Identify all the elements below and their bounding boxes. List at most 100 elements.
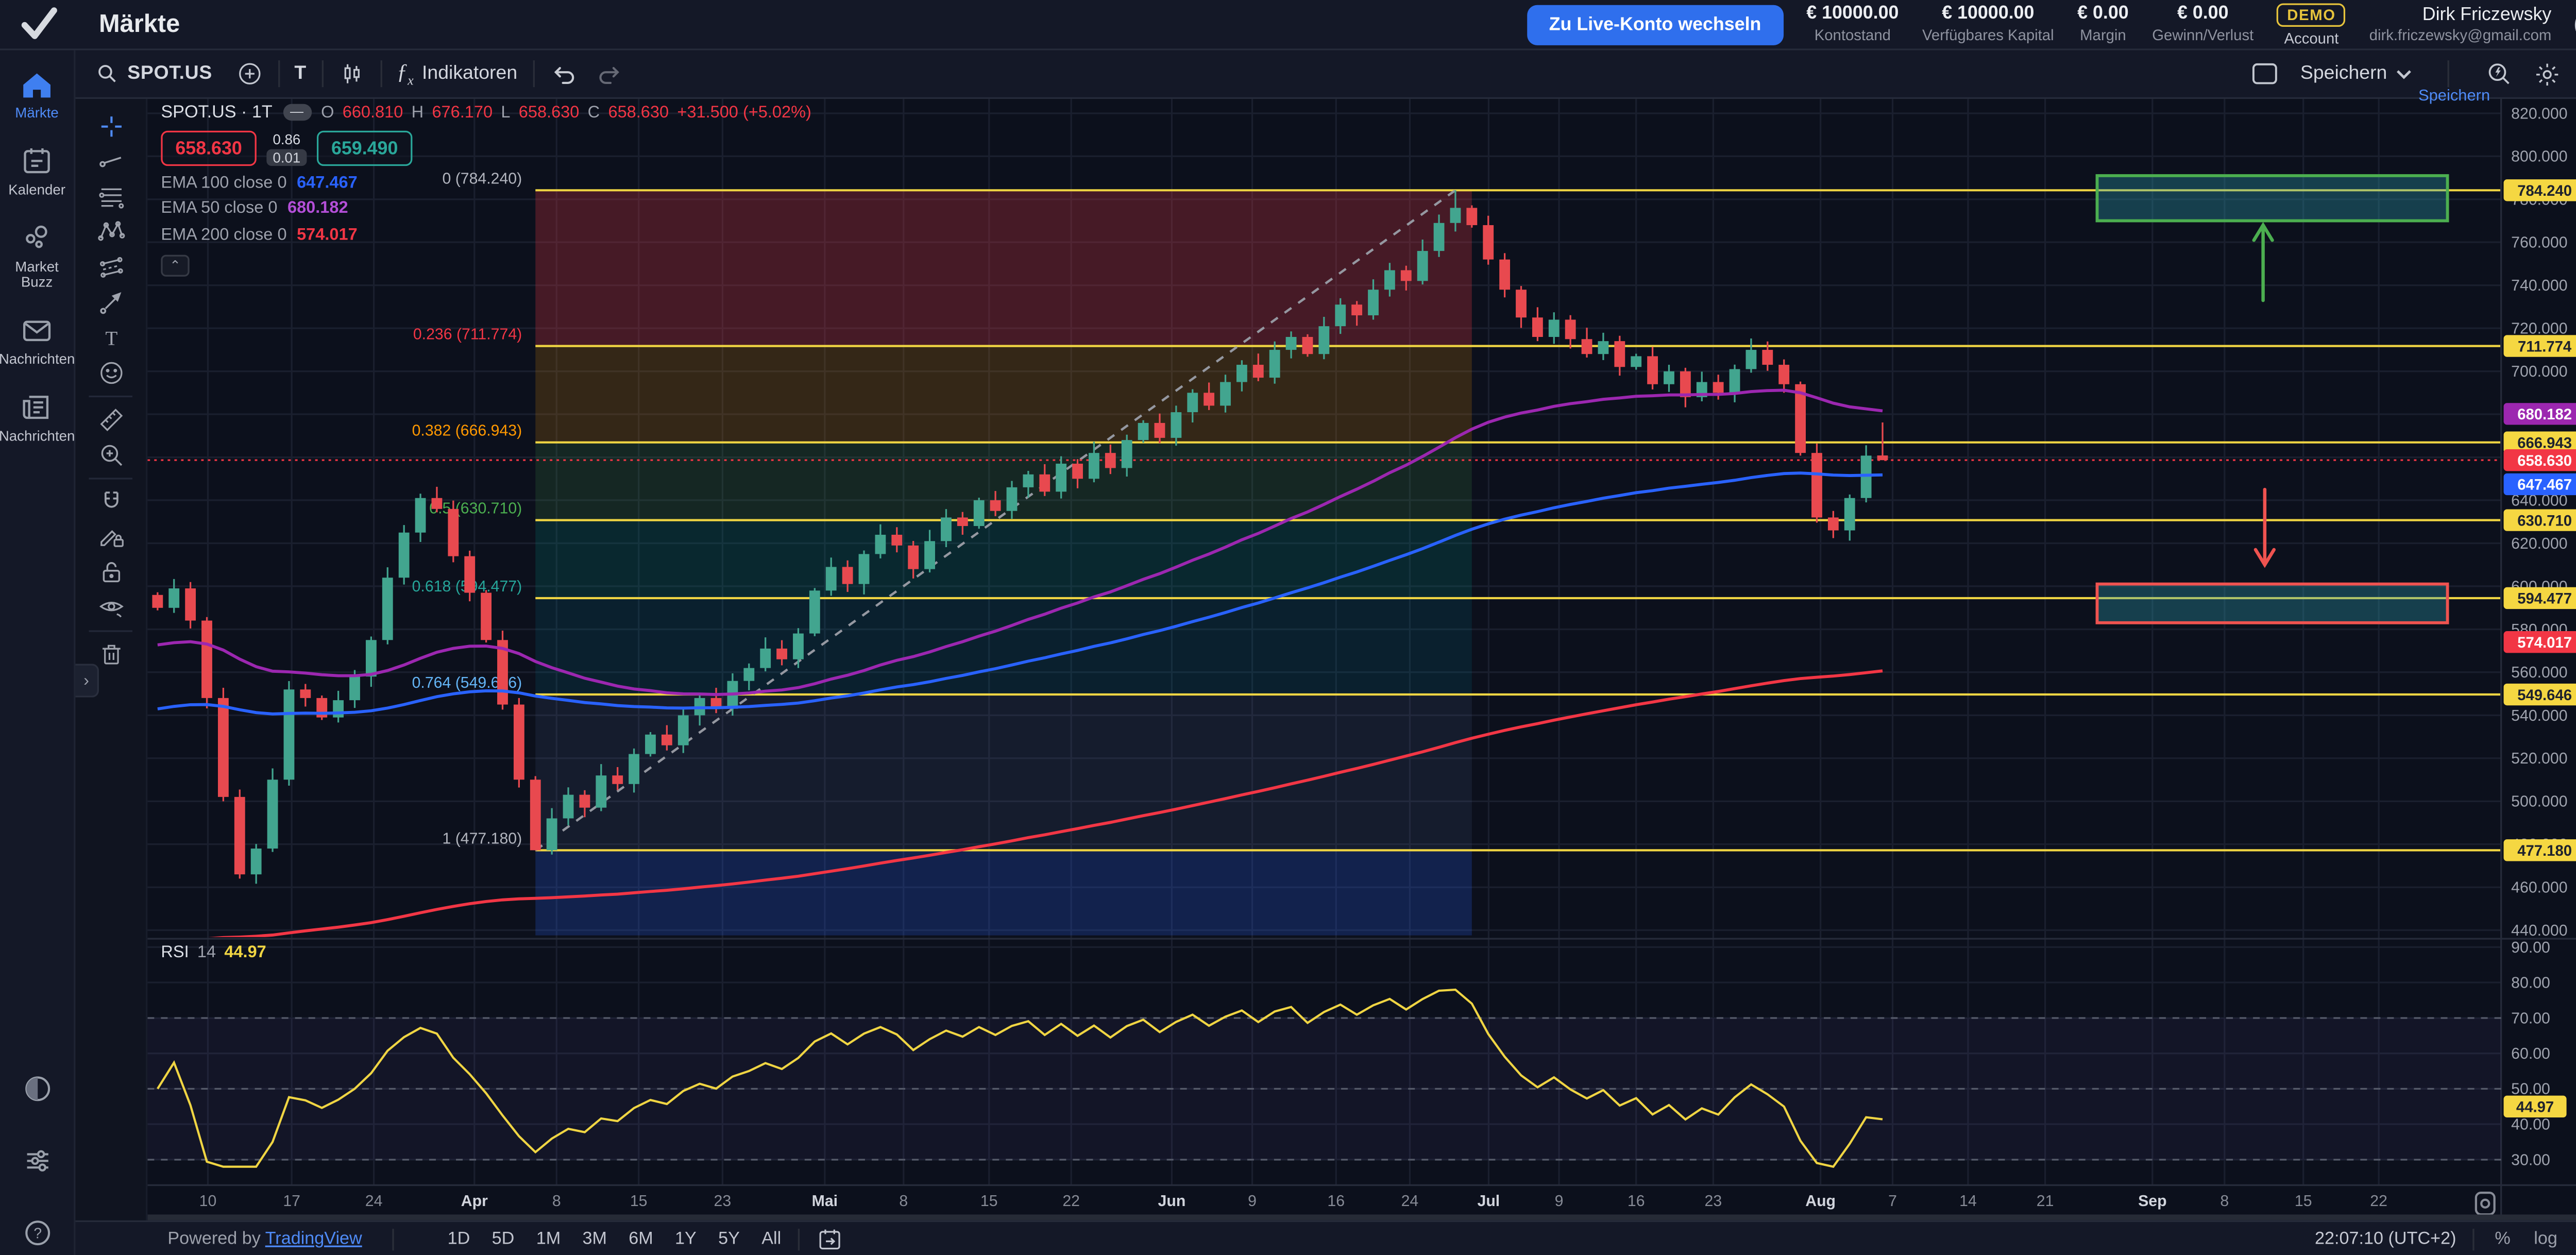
svg-text:24: 24 bbox=[1401, 1193, 1419, 1210]
eye-icon bbox=[98, 602, 123, 618]
sidebar-collapse-button[interactable]: › bbox=[75, 664, 99, 698]
svg-text:T: T bbox=[105, 327, 117, 349]
range-1y[interactable]: 1Y bbox=[675, 1229, 697, 1249]
tool-arrow-marker[interactable] bbox=[87, 285, 134, 320]
svg-text:784.240: 784.240 bbox=[2517, 182, 2572, 199]
range-buttons: 1D 5D 1M 3M 6M 1Y 5Y All bbox=[448, 1229, 782, 1249]
tradingview-link[interactable]: TradingView bbox=[265, 1229, 362, 1249]
tool-magnet[interactable] bbox=[87, 484, 134, 519]
nav-item-market-buzz[interactable]: Market Buzz bbox=[0, 221, 75, 292]
trash-icon bbox=[101, 645, 120, 665]
chart-type-button[interactable] bbox=[338, 60, 365, 87]
settings-sliders-icon[interactable] bbox=[21, 1145, 53, 1177]
svg-text:15: 15 bbox=[630, 1193, 648, 1210]
range-all[interactable]: All bbox=[761, 1229, 782, 1249]
interval-button[interactable]: T bbox=[294, 63, 307, 84]
svg-text:10: 10 bbox=[199, 1193, 217, 1210]
undo-button[interactable] bbox=[549, 61, 578, 87]
stat-margin: € 0.00 Margin bbox=[2077, 3, 2129, 43]
app-logo[interactable] bbox=[0, 4, 75, 44]
home-icon bbox=[23, 73, 50, 98]
range-3m[interactable]: 3M bbox=[582, 1229, 607, 1249]
nav-item-nachrichten-mail[interactable]: Nachrichten bbox=[0, 314, 75, 369]
tool-ruler[interactable] bbox=[87, 402, 134, 437]
nav-item-nachrichten-news[interactable]: Nachrichten bbox=[0, 391, 75, 446]
chevron-down-icon bbox=[2397, 69, 2411, 79]
legend-collapse-button[interactable]: ⌃ bbox=[161, 253, 190, 276]
user-info: Dirk Friczewsky dirk.friczewsky@gmail.co… bbox=[2369, 3, 2552, 46]
nav-item-kalender[interactable]: Kalender bbox=[0, 144, 75, 199]
top-bar: Märkte Zu Live-Konto wechseln € 10000.00… bbox=[0, 0, 2576, 50]
legend-change: +31.500 (+5.02%) bbox=[677, 103, 811, 122]
svg-text:16: 16 bbox=[1327, 1193, 1345, 1210]
spread: 0.86 0.01 bbox=[257, 131, 317, 166]
svg-text:500.000: 500.000 bbox=[2511, 793, 2567, 810]
svg-text:0.5 (630.710): 0.5 (630.710) bbox=[429, 500, 522, 517]
range-5y[interactable]: 5Y bbox=[718, 1229, 740, 1249]
legend-symbol[interactable]: SPOT.US · 1T bbox=[161, 102, 273, 123]
ruler-icon bbox=[99, 409, 122, 431]
help-icon[interactable]: ? bbox=[21, 1217, 53, 1249]
save-button[interactable]: Speichern bbox=[2300, 64, 2412, 84]
tool-drawing-mode-lock[interactable] bbox=[87, 520, 134, 555]
nav-item-maerkte[interactable]: Märkte bbox=[0, 71, 75, 122]
ema-100-legend[interactable]: EMA 100 close 0 647.467 bbox=[161, 173, 358, 192]
tool-xabcd-pattern[interactable] bbox=[87, 214, 134, 249]
svg-text:15: 15 bbox=[980, 1193, 998, 1210]
user-name: Dirk Friczewsky bbox=[2422, 4, 2552, 25]
ema-200-legend[interactable]: EMA 200 close 0 574.017 bbox=[161, 225, 358, 244]
ema-50-legend[interactable]: EMA 50 close 0 680.182 bbox=[161, 199, 348, 218]
avatar[interactable] bbox=[2574, 6, 2576, 43]
svg-text:711.774: 711.774 bbox=[2518, 338, 2572, 355]
svg-text:24: 24 bbox=[365, 1193, 383, 1210]
redo-button[interactable] bbox=[595, 61, 623, 87]
svg-text:22: 22 bbox=[2370, 1193, 2387, 1210]
svg-text:574.017: 574.017 bbox=[2517, 634, 2572, 651]
percent-scale-button[interactable]: % bbox=[2495, 1229, 2511, 1249]
tool-emoji[interactable] bbox=[87, 355, 134, 391]
svg-text:560.000: 560.000 bbox=[2511, 664, 2567, 681]
log-scale-button[interactable]: log bbox=[2534, 1229, 2557, 1249]
nav-sidebar: Märkte Kalender Market Buzz Nachrichten bbox=[0, 50, 76, 1255]
range-1d[interactable]: 1D bbox=[447, 1229, 470, 1249]
clock[interactable]: 22:07:10 (UTC+2) bbox=[2315, 1229, 2456, 1249]
tool-fib-retracement[interactable] bbox=[87, 179, 134, 214]
tool-crosshair[interactable] bbox=[87, 109, 134, 144]
magnet-icon bbox=[104, 491, 118, 508]
legend-hide-toggle[interactable]: — bbox=[282, 104, 311, 121]
svg-text:23: 23 bbox=[714, 1193, 732, 1210]
svg-text:720.000: 720.000 bbox=[2511, 320, 2567, 337]
tool-trend-line[interactable] bbox=[87, 144, 134, 179]
indicators-button[interactable]: ƒx Indikatoren bbox=[396, 59, 518, 89]
tool-parallel-channel[interactable] bbox=[87, 250, 134, 285]
switch-live-account-button[interactable]: Zu Live-Konto wechseln bbox=[1527, 4, 1783, 45]
tool-zoom-in[interactable] bbox=[87, 437, 134, 472]
user-email: dirk.friczewsky@gmail.com bbox=[2369, 26, 2552, 43]
layout-icon[interactable] bbox=[2250, 60, 2280, 87]
svg-text:630.710: 630.710 bbox=[2517, 512, 2572, 529]
tool-lock-all[interactable] bbox=[87, 555, 134, 590]
crosshair-icon bbox=[100, 116, 121, 137]
buy-button[interactable]: 659.490 bbox=[316, 130, 413, 166]
quick-scan-icon[interactable] bbox=[2484, 60, 2513, 88]
powered-by: Powered by TradingView bbox=[167, 1229, 362, 1249]
range-5d[interactable]: 5D bbox=[492, 1229, 515, 1249]
svg-text:17: 17 bbox=[283, 1193, 300, 1210]
range-1m[interactable]: 1M bbox=[536, 1229, 561, 1249]
tool-text[interactable]: T bbox=[87, 320, 134, 355]
compare-add-button[interactable] bbox=[236, 60, 263, 87]
go-to-date-icon[interactable] bbox=[817, 1226, 843, 1251]
svg-text:40.00: 40.00 bbox=[2511, 1116, 2550, 1133]
sell-button[interactable]: 658.630 bbox=[161, 130, 257, 166]
gear-icon[interactable] bbox=[2533, 60, 2561, 88]
theme-contrast-icon[interactable] bbox=[21, 1073, 53, 1105]
svg-text:Sep: Sep bbox=[2138, 1193, 2166, 1210]
svg-text:477.180: 477.180 bbox=[2517, 842, 2572, 859]
range-6m[interactable]: 6M bbox=[629, 1229, 653, 1249]
svg-text:9: 9 bbox=[1248, 1193, 1257, 1210]
rsi-legend[interactable]: RSI 14 44.97 bbox=[161, 943, 266, 962]
tool-hide-drawings[interactable] bbox=[87, 590, 134, 625]
symbol-search[interactable]: SPOT.US bbox=[95, 62, 212, 86]
tool-remove-drawings[interactable] bbox=[87, 637, 134, 672]
